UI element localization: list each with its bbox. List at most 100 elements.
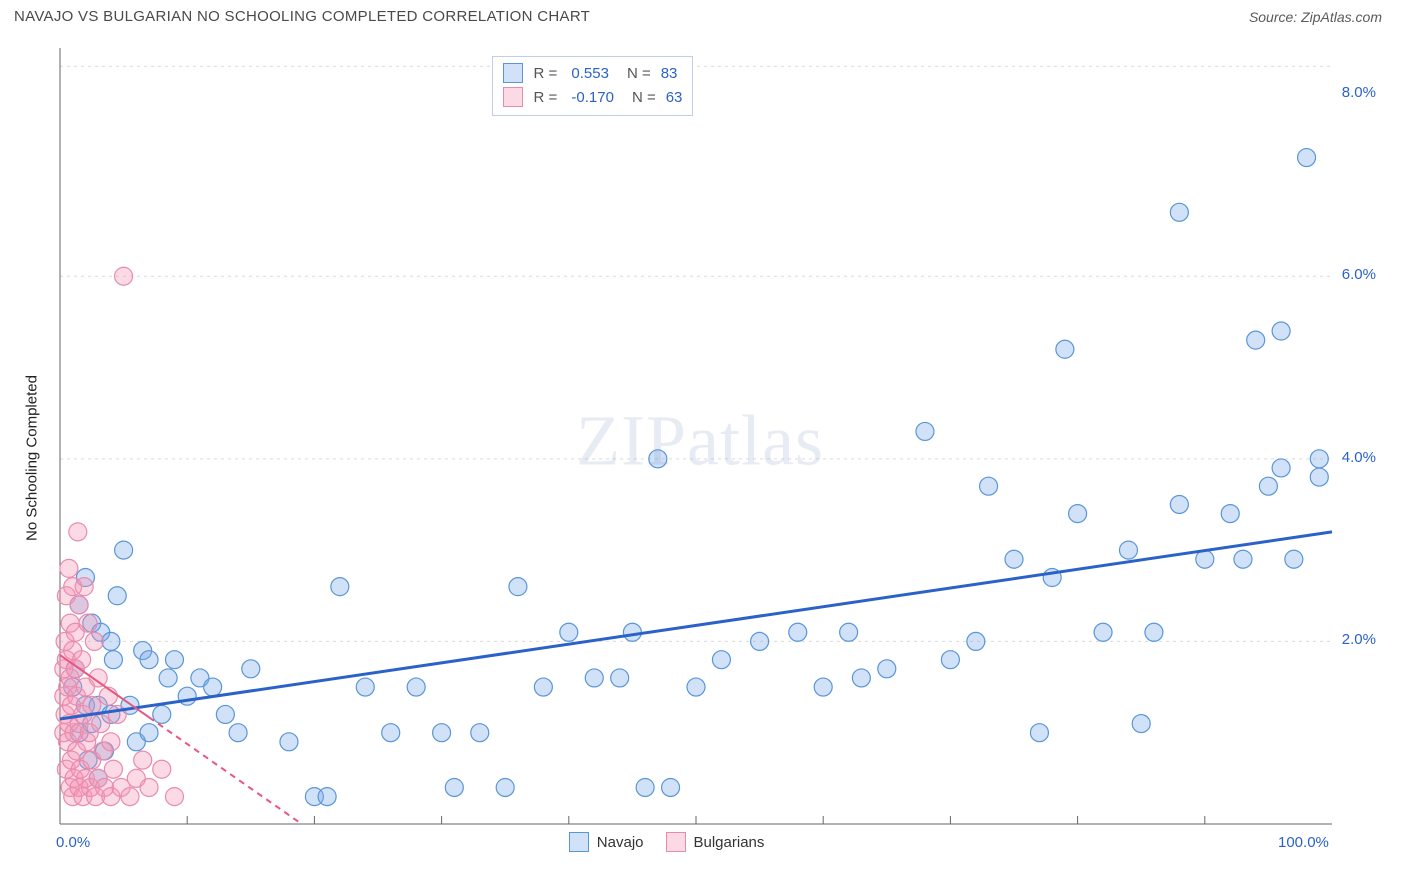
data-point <box>789 623 807 641</box>
chart-title: NAVAJO VS BULGARIAN NO SCHOOLING COMPLET… <box>14 8 590 25</box>
legend-bottom-item: Navajo <box>569 832 644 852</box>
data-point <box>1298 149 1316 167</box>
data-point <box>134 751 152 769</box>
source-label: Source: ZipAtlas.com <box>1249 9 1382 25</box>
y-axis-label: No Schooling Completed <box>24 375 41 541</box>
data-point <box>623 623 641 641</box>
data-point <box>204 678 222 696</box>
legend-row: R = 0.553N = 83 <box>503 61 682 85</box>
y-tick-label: 2.0% <box>1342 631 1376 648</box>
data-point <box>878 660 896 678</box>
data-point <box>85 632 103 650</box>
data-point <box>662 778 680 796</box>
data-point <box>159 669 177 687</box>
data-point <box>242 660 260 678</box>
data-point <box>1234 550 1252 568</box>
data-point <box>1170 203 1188 221</box>
data-point <box>1030 724 1048 742</box>
data-point <box>104 760 122 778</box>
data-point <box>229 724 247 742</box>
data-point <box>560 623 578 641</box>
data-point <box>60 559 78 577</box>
data-point <box>102 632 120 650</box>
data-point <box>165 651 183 669</box>
data-point <box>216 705 234 723</box>
data-point <box>980 477 998 495</box>
data-point <box>331 578 349 596</box>
y-tick-label: 6.0% <box>1342 266 1376 283</box>
data-point <box>1005 550 1023 568</box>
data-point <box>1170 495 1188 513</box>
data-point <box>1069 505 1087 523</box>
data-point <box>356 678 374 696</box>
data-point <box>121 788 139 806</box>
legend-swatch <box>569 832 589 852</box>
data-point <box>1145 623 1163 641</box>
x-tick-label: 100.0% <box>1278 834 1329 851</box>
data-point <box>83 696 101 714</box>
data-point <box>687 678 705 696</box>
legend-swatch <box>503 63 523 83</box>
data-point <box>75 578 93 596</box>
data-point <box>140 724 158 742</box>
data-point <box>280 733 298 751</box>
data-point <box>1310 450 1328 468</box>
data-point <box>611 669 629 687</box>
data-point <box>1259 477 1277 495</box>
data-point <box>140 651 158 669</box>
data-point <box>445 778 463 796</box>
data-point <box>941 651 959 669</box>
data-point <box>534 678 552 696</box>
data-point <box>140 778 158 796</box>
data-point <box>496 778 514 796</box>
scatter-chart-svg <box>14 36 1344 856</box>
data-point <box>636 778 654 796</box>
data-point <box>967 632 985 650</box>
data-point <box>165 788 183 806</box>
legend-swatch <box>666 832 686 852</box>
data-point <box>1272 459 1290 477</box>
data-point <box>115 267 133 285</box>
legend-swatch <box>503 87 523 107</box>
data-point <box>712 651 730 669</box>
data-point <box>585 669 603 687</box>
data-point <box>1119 541 1137 559</box>
data-point <box>1132 715 1150 733</box>
series-legend: Navajo Bulgarians <box>569 832 765 852</box>
data-point <box>153 760 171 778</box>
data-point <box>649 450 667 468</box>
legend-row: R = -0.170N = 63 <box>503 85 682 109</box>
data-point <box>115 541 133 559</box>
data-point <box>1056 340 1074 358</box>
data-point <box>751 632 769 650</box>
data-point <box>69 523 87 541</box>
data-point <box>1247 331 1265 349</box>
data-point <box>92 715 110 733</box>
data-point <box>852 669 870 687</box>
data-point <box>108 587 126 605</box>
data-point <box>1310 468 1328 486</box>
data-point <box>1285 550 1303 568</box>
legend-bottom-item: Bulgarians <box>666 832 765 852</box>
data-point <box>814 678 832 696</box>
y-tick-label: 4.0% <box>1342 449 1376 466</box>
data-point <box>104 651 122 669</box>
chart-area: No Schooling Completed ZIPatlas R = 0.55… <box>14 36 1386 880</box>
data-point <box>1221 505 1239 523</box>
data-point <box>1272 322 1290 340</box>
data-point <box>433 724 451 742</box>
data-point <box>70 596 88 614</box>
data-point <box>153 705 171 723</box>
data-point <box>840 623 858 641</box>
data-point <box>407 678 425 696</box>
data-point <box>102 733 120 751</box>
data-point <box>509 578 527 596</box>
data-point <box>471 724 489 742</box>
x-tick-label: 0.0% <box>56 834 90 851</box>
data-point <box>1094 623 1112 641</box>
data-point <box>382 724 400 742</box>
data-point <box>916 422 934 440</box>
data-point <box>79 614 97 632</box>
y-tick-label: 8.0% <box>1342 84 1376 101</box>
data-point <box>318 788 336 806</box>
